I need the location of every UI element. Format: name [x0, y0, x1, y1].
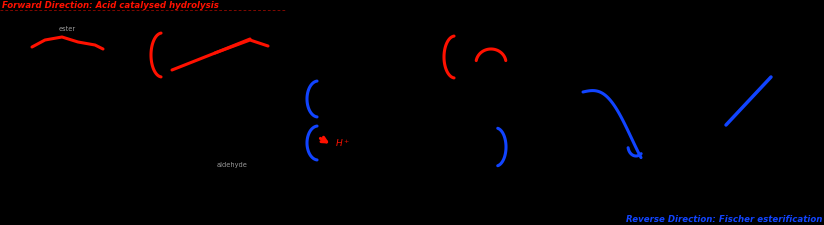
Text: Reverse Direction: Fischer esterification: Reverse Direction: Fischer esterificatio…: [625, 214, 822, 223]
Text: aldehyde: aldehyde: [217, 161, 247, 167]
Text: Forward Direction: Acid catalysed hydrolysis: Forward Direction: Acid catalysed hydrol…: [2, 1, 219, 10]
Text: ester: ester: [59, 26, 76, 32]
Text: $\it{H}^+$: $\it{H}^+$: [335, 137, 350, 148]
